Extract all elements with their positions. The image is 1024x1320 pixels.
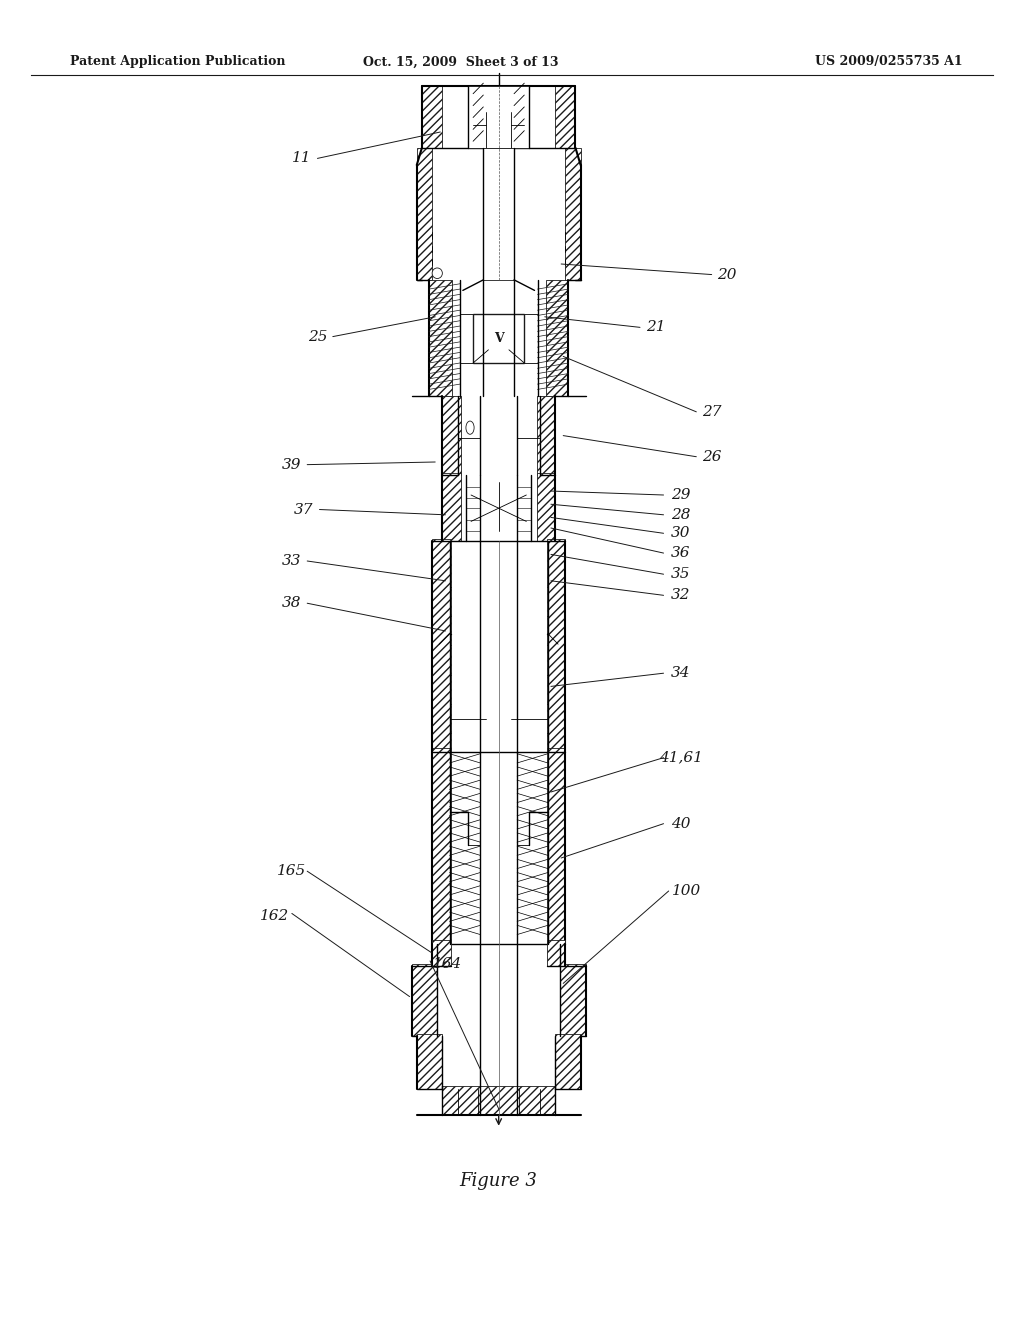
Bar [432,940,451,966]
Text: 27: 27 [701,405,722,418]
Text: 20: 20 [717,268,737,281]
Bar [547,539,565,752]
Bar [483,148,514,280]
Ellipse shape [466,421,474,434]
Text: 38: 38 [282,597,302,610]
Bar [565,148,581,280]
Text: V: V [494,333,504,345]
Bar [547,748,565,944]
Text: 35: 35 [671,568,691,581]
Text: 40: 40 [671,817,691,830]
Text: 39: 39 [282,458,302,471]
Text: 28: 28 [671,508,691,521]
Ellipse shape [432,268,442,279]
Bar [468,86,529,148]
Bar [417,148,432,280]
Text: 41,61: 41,61 [659,751,702,764]
Text: 33: 33 [282,554,302,568]
Text: 37: 37 [293,503,313,516]
Bar [422,86,442,148]
Text: 26: 26 [701,450,722,463]
Bar [547,940,565,966]
Bar [432,539,451,752]
Bar [417,1034,442,1089]
Bar [555,1034,581,1089]
Text: 100: 100 [672,884,700,898]
Bar [546,280,568,396]
Bar [412,964,437,1036]
Text: 30: 30 [671,527,691,540]
Text: US 2009/0255735 A1: US 2009/0255735 A1 [815,55,963,69]
Text: 164: 164 [433,957,462,970]
Bar [537,396,555,475]
Text: Figure 3: Figure 3 [460,1172,538,1191]
Text: 11: 11 [292,152,312,165]
Bar [537,473,555,541]
Bar [432,748,451,944]
Text: 32: 32 [671,589,691,602]
Bar [429,280,452,396]
Bar [560,964,586,1036]
Text: 36: 36 [671,546,691,560]
Text: 25: 25 [307,330,328,343]
Text: Patent Application Publication: Patent Application Publication [70,55,285,69]
Text: Oct. 15, 2009  Sheet 3 of 13: Oct. 15, 2009 Sheet 3 of 13 [364,55,558,69]
Bar [442,396,461,475]
Text: 29: 29 [671,488,691,502]
Text: 34: 34 [671,667,691,680]
Bar [442,473,461,541]
Bar [442,1086,555,1115]
Text: 21: 21 [645,321,666,334]
Text: 165: 165 [278,865,306,878]
Bar [473,314,524,363]
Bar [555,86,575,148]
Text: 162: 162 [260,909,289,923]
